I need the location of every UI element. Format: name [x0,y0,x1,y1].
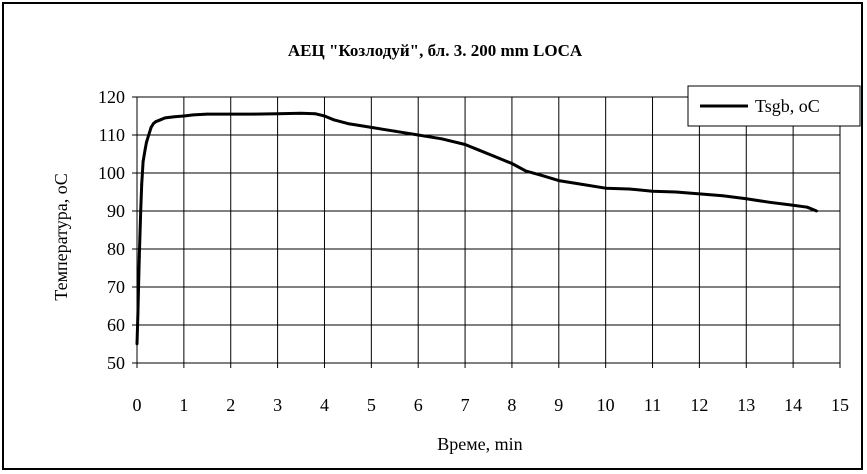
data-point [141,160,145,164]
data-point [791,203,795,207]
legend: Tsgb, oC [687,85,861,127]
x-tick-label: 14 [784,395,802,415]
data-point [135,342,139,346]
y-tick-label: 50 [107,353,125,373]
data-point [139,209,143,213]
plot-area [136,96,841,364]
data-point [477,148,481,152]
data-point [627,187,631,191]
data-point [252,112,256,116]
data-point [538,173,542,177]
x-axis-label: Време, min [437,434,522,454]
x-tick-label: 9 [554,395,563,415]
data-point [149,126,153,129]
x-tick-label: 4 [320,395,329,415]
data-point [205,112,209,116]
x-tick-label: 10 [597,395,615,415]
legend-label: Tsgb, oC [755,96,820,116]
data-point [182,114,186,118]
data-point [323,114,326,118]
data-point [144,141,148,145]
data-point [524,169,528,173]
y-tick-label: 70 [107,277,125,297]
data-point [604,186,608,190]
x-tick-label: 7 [461,395,470,415]
data-point [463,143,467,146]
data-point [136,312,140,315]
chart-title: АЕЦ "Козлодуй", бл. 3. 200 mm LOCA [288,41,583,60]
data-point [416,133,420,137]
data-point [369,126,373,129]
data-point [154,120,158,124]
data-point [651,189,654,193]
y-axis-label: Температура, оС [51,173,71,300]
x-tick-label: 13 [737,395,755,415]
data-point [313,112,317,116]
x-tick-label: 12 [690,395,708,415]
data-point [580,183,584,186]
x-tick-label: 6 [414,395,423,415]
y-tick-label: 90 [107,201,125,221]
x-tick-label: 15 [831,395,849,415]
data-point [744,197,748,201]
data-point [143,148,147,152]
x-tick-label: 0 [133,395,142,415]
x-tick-label: 8 [507,395,516,415]
data-point [163,116,167,120]
x-tick-label: 2 [226,395,235,415]
y-tick-label: 60 [107,315,125,335]
data-point [140,183,144,186]
data-point [276,112,279,116]
data-point [393,129,397,133]
data-point [229,112,233,116]
y-tick-label: 80 [107,239,125,259]
data-point [805,205,809,209]
data-point [674,190,678,194]
data-point [698,192,701,196]
data-point [346,122,350,125]
x-tick-label: 1 [179,395,188,415]
data-point [147,133,151,137]
y-tick-label: 110 [99,125,125,145]
y-tick-label: 100 [98,163,125,183]
data-point [332,118,336,122]
data-point [191,113,195,117]
x-tick-label: 3 [273,395,282,415]
data-point [299,111,303,115]
data-point [557,179,561,183]
y-tick-label: 120 [98,87,125,107]
data-point [510,162,514,165]
data-point [721,194,725,198]
data-point [491,154,495,158]
x-tick-label: 5 [367,395,376,415]
data-point [440,137,444,141]
x-tick-label: 11 [644,395,661,415]
data-point [152,122,155,125]
data-point [815,209,818,213]
data-point [159,118,162,122]
data-point [137,255,141,258]
data-point [768,200,772,204]
data-point [173,115,176,119]
